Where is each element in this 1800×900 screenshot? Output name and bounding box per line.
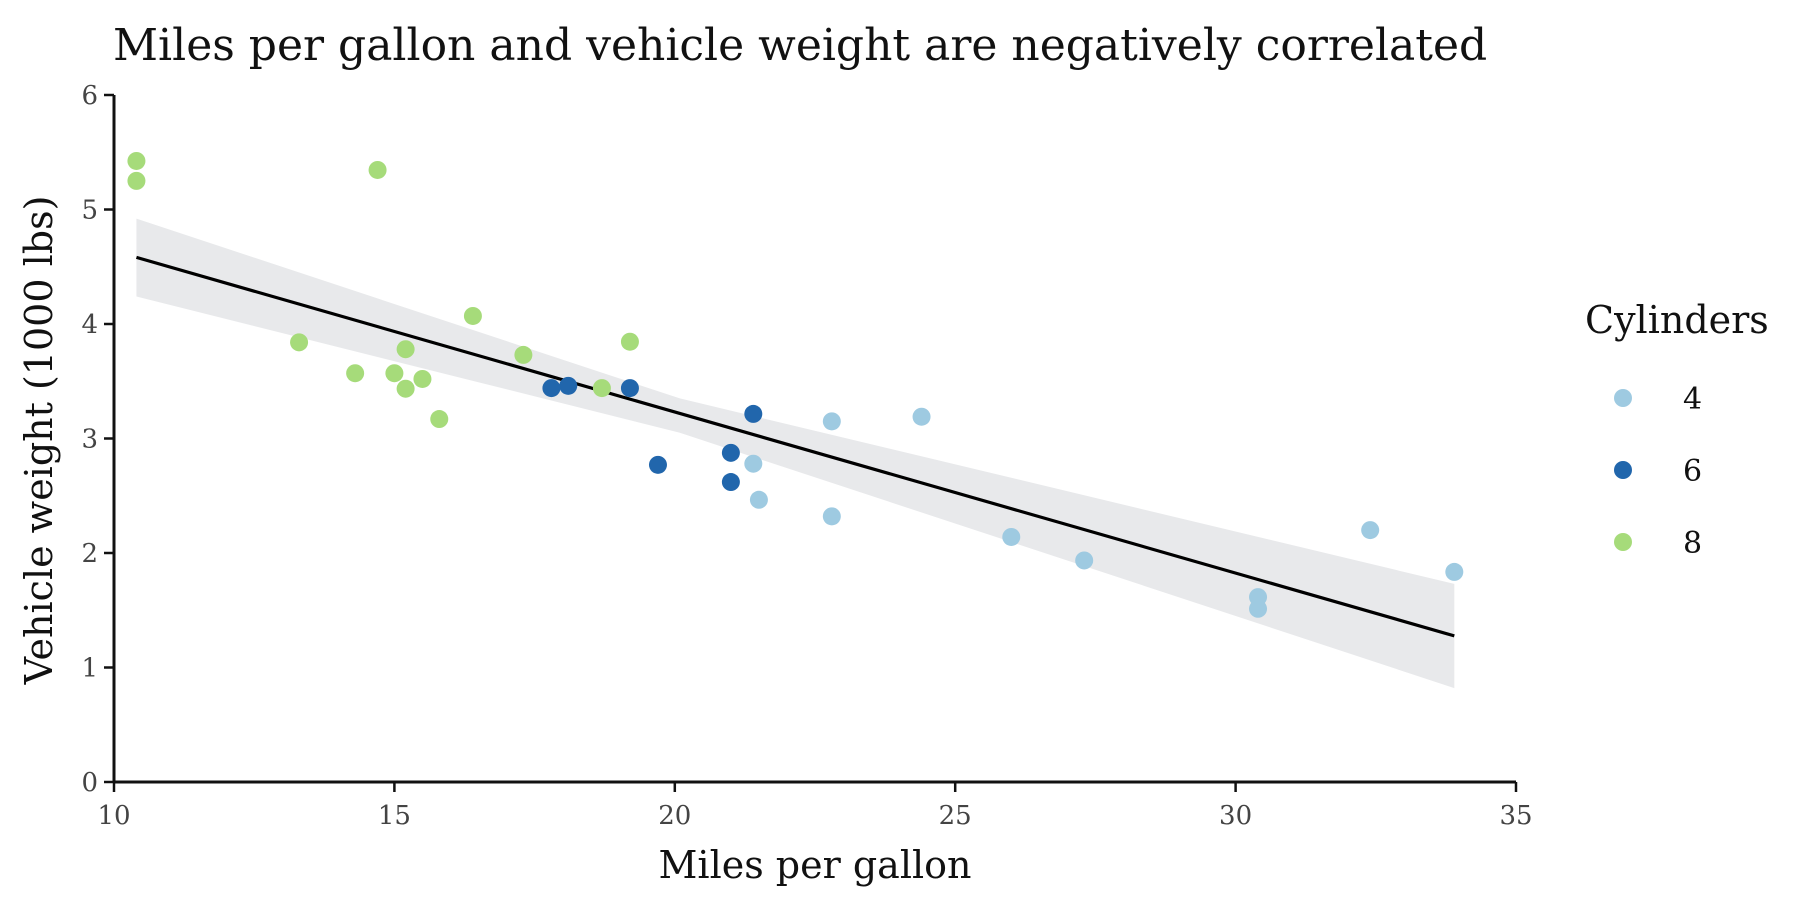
y-tick-label: 1 [81,654,98,684]
confidence-band-layer [136,218,1455,689]
y-tick-label: 5 [81,196,98,226]
data-point-cyl-6 [721,443,740,462]
data-point-cyl-6 [648,455,667,474]
data-point-cyl-4 [822,507,841,526]
y-tick-label: 0 [81,768,98,798]
legend-title: Cylinders [1585,298,1769,342]
trend-line [135,255,1455,638]
data-point-cyl-6 [559,376,578,395]
legend-items: 4 6 8 [1614,382,1702,561]
data-point-cyl-8 [396,340,415,359]
legend-key-6 [1614,461,1632,479]
y-axis-ticks: 0 1 2 3 4 5 6 [81,81,114,798]
data-point-cyl-8 [620,332,639,351]
x-tick-label: 25 [939,801,972,831]
data-point-cyl-4 [822,412,841,431]
legend-label-6: 6 [1683,454,1702,489]
data-point-cyl-8 [413,369,432,388]
data-point-cyl-6 [721,473,740,492]
chart-title: Miles per gallon and vehicle weight are … [113,20,1487,71]
x-axis-title: Miles per gallon [659,843,972,887]
data-point-cyl-4 [1445,562,1464,581]
data-point-cyl-4 [1249,599,1268,618]
trend-line-layer [135,255,1455,638]
data-point-cyl-4 [744,454,763,473]
data-point-cyl-6 [620,379,639,398]
y-tick-label: 4 [81,310,98,340]
data-point-cyl-8 [514,345,533,364]
data-point-cyl-8 [592,379,611,398]
y-tick-label: 2 [81,539,98,569]
x-axis-ticks: 10 15 20 25 30 35 [97,782,1533,831]
x-tick-label: 35 [1499,801,1532,831]
data-point-cyl-8 [385,364,404,383]
y-tick-label: 6 [81,81,98,111]
legend-key-8 [1614,533,1632,551]
data-point-cyl-4 [749,490,768,509]
legend: Cylinders 4 6 8 [1585,298,1769,561]
data-point-cyl-6 [542,379,561,398]
data-point-cyl-8 [463,306,482,325]
data-point-cyl-6 [744,404,763,423]
data-point-cyl-8 [127,151,146,170]
x-tick-label: 20 [658,801,691,831]
data-point-cyl-4 [1361,521,1380,540]
x-tick-label: 15 [378,801,411,831]
y-axis-title: Vehicle weight (1000 lbs) [17,196,61,686]
data-point-cyl-8 [346,364,365,383]
data-point-cyl-8 [290,333,309,352]
legend-key-4 [1614,389,1632,407]
points-layer [127,151,1464,618]
legend-label-8: 8 [1683,526,1702,561]
data-point-cyl-4 [912,407,931,426]
x-tick-label: 30 [1219,801,1252,831]
data-point-cyl-8 [127,171,146,190]
data-point-cyl-4 [1075,551,1094,570]
data-point-cyl-4 [1002,527,1021,546]
data-point-cyl-8 [430,410,449,429]
y-tick-label: 3 [81,425,98,455]
x-tick-label: 10 [97,801,130,831]
legend-label-4: 4 [1683,382,1702,417]
data-point-cyl-8 [396,379,415,398]
data-point-cyl-8 [368,160,387,179]
confidence-band [136,218,1455,689]
